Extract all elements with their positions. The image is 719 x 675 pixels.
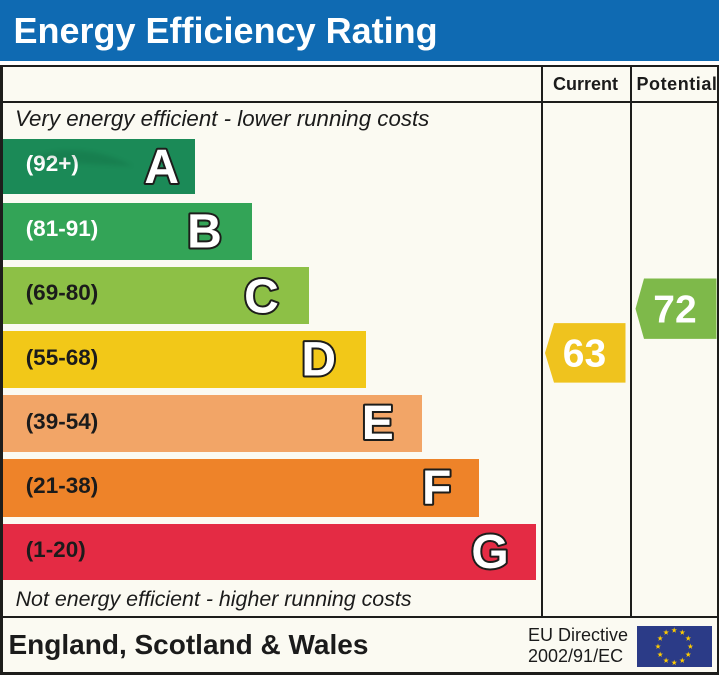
svg-text:B: B [187, 206, 222, 259]
svg-text:C: C [244, 271, 279, 324]
svg-text:F: F [422, 462, 451, 515]
svg-text:E: E [362, 397, 394, 450]
svg-text:D: D [301, 333, 336, 386]
svg-text:63: 63 [563, 332, 606, 375]
svg-text:A: A [144, 141, 179, 194]
svg-text:G: G [471, 526, 508, 579]
svg-text:72: 72 [653, 289, 696, 332]
